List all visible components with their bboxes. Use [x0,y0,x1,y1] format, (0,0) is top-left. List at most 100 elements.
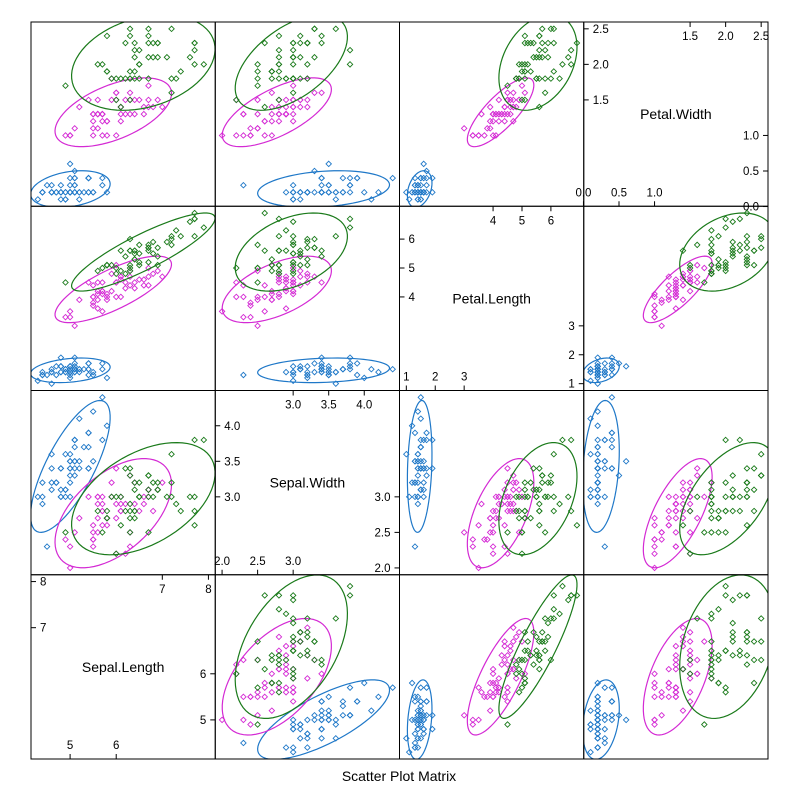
data-point [550,39,558,47]
data-point [750,261,758,269]
data-point [304,188,311,196]
data-point [99,500,106,508]
data-point [103,521,111,529]
data-point [145,264,152,272]
panel-sepal-length-vs-petal-width [583,574,768,759]
data-point [389,684,397,691]
data-point [489,529,497,536]
data-point [66,132,74,139]
data-point [672,642,680,650]
data-point [601,684,609,691]
data-point [594,408,602,415]
data-point [405,493,413,501]
data-point [481,693,488,701]
data-point [594,374,602,382]
data-point [275,261,283,269]
data-point [665,521,673,529]
data-point [282,287,290,295]
data-point [708,250,715,257]
data-point [460,125,468,132]
data-point [311,53,318,61]
data-point [594,450,602,458]
data-point [117,103,125,111]
data-point [75,465,83,472]
data-point [729,493,737,501]
data-point [507,110,514,118]
data-point [601,436,609,444]
data-point [708,486,715,494]
data-point [318,188,325,196]
data-point [693,472,701,479]
data-point [149,238,157,246]
data-point [743,253,751,260]
data-point [501,642,508,650]
data-point [275,684,283,691]
diagonal-tick-label: 2.0 [375,563,391,575]
diagonal-tick-label: 2 [568,350,574,362]
data-point [708,267,715,275]
data-point [126,507,134,515]
data-point [750,679,758,687]
data-point [311,360,318,367]
data-point [567,507,575,515]
data-point [402,735,410,742]
data-point [715,264,722,272]
data-point [131,479,138,486]
data-point [533,652,540,659]
data-point [94,96,102,104]
data-point [346,711,354,719]
data-point [318,716,325,724]
data-point [743,652,751,659]
data-point [282,670,290,678]
data-point [149,250,157,257]
data-point [85,360,92,367]
data-point [289,675,297,682]
panel-petal-length-vs-sepal-length [31,209,216,388]
data-point [89,282,97,289]
diagonal-tick-label: 5 [67,740,73,752]
data-point [504,698,511,705]
data-point [126,273,134,281]
data-point [289,684,297,691]
data-point [346,181,354,189]
data-point [547,656,555,664]
data-point [651,313,658,321]
data-point [89,132,97,139]
data-point [112,550,120,558]
data-point [131,500,138,508]
data-point [232,96,240,104]
data-point [318,32,325,40]
diagonal-tick-label: 7 [159,584,165,596]
data-point [535,521,543,529]
data-point [411,174,419,182]
confidence-ellipse [31,170,111,207]
data-point [318,368,325,376]
data-point [651,536,658,543]
data-point [402,188,410,196]
data-point [289,250,297,257]
data-point [62,132,69,139]
data-point [594,702,602,710]
data-point [39,188,46,196]
diagonal-tick-label: 6 [409,234,415,246]
data-point [521,493,529,501]
data-point [66,371,74,379]
data-point [509,665,517,673]
data-point [736,493,744,501]
data-point [289,633,297,641]
data-point [99,507,106,515]
data-point [149,39,157,47]
data-point [686,529,694,536]
data-point [232,132,240,139]
data-point [601,735,609,742]
data-point [411,543,419,550]
data-point [501,110,508,118]
data-point [268,132,276,139]
data-point [420,725,428,733]
data-point [509,479,517,486]
data-point [594,744,602,751]
data-point [126,465,134,472]
data-point [240,282,247,289]
confidence-ellipse [70,22,216,111]
diagonal-tick-label: 2.5 [375,527,391,539]
